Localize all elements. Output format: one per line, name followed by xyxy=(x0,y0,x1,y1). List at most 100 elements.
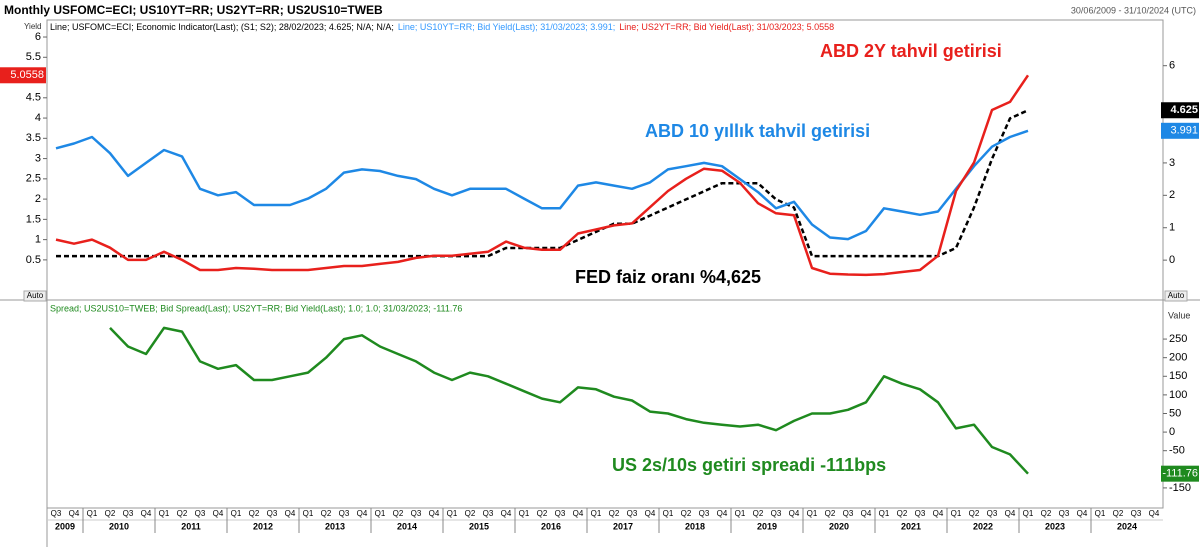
x-year-label: 2021 xyxy=(901,521,921,531)
x-year-label: 2023 xyxy=(1045,521,1065,531)
y2-tick-label: 6 xyxy=(1169,60,1175,72)
x-tick-label: Q3 xyxy=(915,509,926,518)
legend: Line; USFOMC=ECI; Economic Indicator(Las… xyxy=(50,22,834,32)
x-tick-label: Q1 xyxy=(1095,509,1106,518)
x-tick-label: Q4 xyxy=(861,509,872,518)
x-year-label: 2015 xyxy=(469,521,489,531)
line-series xyxy=(56,109,1029,258)
x-tick-label: Q4 xyxy=(213,509,224,518)
y2-axis-label: Value xyxy=(1168,310,1190,320)
last-value-box xyxy=(1161,102,1199,119)
annotation: ABD 2Y tahvil getirisi xyxy=(820,41,1002,61)
legend-entry: Line; USFOMC=ECI; Economic Indicator(Las… xyxy=(50,22,394,32)
x-tick-label: Q2 xyxy=(465,509,476,518)
x-tick-label: Q4 xyxy=(141,509,152,518)
y-tick-label: 2 xyxy=(35,193,41,205)
x-tick-label: Q4 xyxy=(717,509,728,518)
x-tick-label: Q3 xyxy=(339,509,350,518)
x-tick-label: Q3 xyxy=(699,509,710,518)
x-year-label: 2013 xyxy=(325,521,345,531)
auto-button[interactable] xyxy=(1164,290,1188,302)
line-series xyxy=(55,74,1030,277)
auto-button[interactable] xyxy=(23,290,47,302)
x-tick-label: Q2 xyxy=(537,509,548,518)
x-tick-label: Q3 xyxy=(771,509,782,518)
y2-tick-label: 2 xyxy=(1169,189,1175,201)
x-tick-label: Q4 xyxy=(357,509,368,518)
last-value-label: -111.76 xyxy=(1162,468,1198,480)
x-tick-label: Q1 xyxy=(375,509,386,518)
y-axis-label: Yield xyxy=(24,22,42,31)
x-year-label: 2019 xyxy=(757,521,777,531)
y2-tick-label: 150 xyxy=(1169,370,1187,382)
y2-tick-label: -50 xyxy=(1169,445,1185,457)
x-tick-label: Q4 xyxy=(573,509,584,518)
y-tick-label: 4.5 xyxy=(26,92,41,104)
chart-title: Monthly USFOMC=ECI; US10YT=RR; US2YT=RR;… xyxy=(4,3,383,17)
legend-entry: Spread; US2US10=TWEB; Bid Spread(Last); … xyxy=(50,303,462,313)
x-tick-label: Q2 xyxy=(393,509,404,518)
x-year-label: 2018 xyxy=(685,521,705,531)
x-tick-label: Q2 xyxy=(105,509,116,518)
y-tick-label: 1.5 xyxy=(26,213,41,225)
y-tick-label: 5.5 xyxy=(26,51,41,63)
x-tick-label: Q2 xyxy=(609,509,620,518)
x-tick-label: Q2 xyxy=(177,509,188,518)
line-series xyxy=(55,129,1029,241)
last-value-box xyxy=(1161,122,1199,139)
auto-label[interactable]: Auto xyxy=(1168,291,1185,300)
last-value-box xyxy=(0,67,46,84)
y2-tick-label: 0 xyxy=(1169,426,1175,438)
y-tick-label: 1 xyxy=(35,234,41,246)
x-tick-label: Q4 xyxy=(1149,509,1160,518)
x-tick-label: Q3 xyxy=(267,509,278,518)
x-tick-label: Q4 xyxy=(501,509,512,518)
x-tick-label: Q1 xyxy=(663,509,674,518)
x-year-label: 2022 xyxy=(973,521,993,531)
x-tick-label: Q4 xyxy=(1077,509,1088,518)
x-tick-label: Q2 xyxy=(753,509,764,518)
y2-tick-label: 3 xyxy=(1169,157,1175,169)
x-tick-label: Q3 xyxy=(843,509,854,518)
x-tick-label: Q4 xyxy=(933,509,944,518)
x-tick-label: Q4 xyxy=(789,509,800,518)
x-tick-label: Q2 xyxy=(681,509,692,518)
y2-tick-label: 200 xyxy=(1169,352,1187,364)
y2-tick-label: 250 xyxy=(1169,333,1187,345)
x-year-label: 2012 xyxy=(253,521,273,531)
annotation: ABD 10 yıllık tahvil getirisi xyxy=(645,121,870,141)
x-tick-label: Q1 xyxy=(951,509,962,518)
x-tick-label: Q4 xyxy=(1005,509,1016,518)
x-year-label: 2010 xyxy=(109,521,129,531)
x-tick-label: Q1 xyxy=(879,509,890,518)
x-tick-label: Q4 xyxy=(429,509,440,518)
x-tick-label: Q2 xyxy=(1113,509,1124,518)
x-tick-label: Q3 xyxy=(195,509,206,518)
x-tick-label: Q3 xyxy=(1131,509,1142,518)
x-tick-label: Q3 xyxy=(1059,509,1070,518)
x-tick-label: Q3 xyxy=(411,509,422,518)
line-series xyxy=(109,326,1029,475)
x-tick-label: Q2 xyxy=(249,509,260,518)
x-tick-label: Q2 xyxy=(825,509,836,518)
x-year-label: 2024 xyxy=(1117,521,1137,531)
x-tick-label: Q1 xyxy=(1023,509,1034,518)
x-tick-label: Q3 xyxy=(123,509,134,518)
x-tick-label: Q3 xyxy=(627,509,638,518)
y2-tick-label: 0 xyxy=(1169,254,1175,266)
annotation: US 2s/10s getiri spreadi -111bps xyxy=(612,455,886,475)
x-tick-label: Q2 xyxy=(321,509,332,518)
x-tick-label: Q4 xyxy=(645,509,656,518)
auto-label[interactable]: Auto xyxy=(27,291,44,300)
last-value-label: 4.625 xyxy=(1170,104,1198,116)
x-tick-label: Q2 xyxy=(1041,509,1052,518)
y2-tick-label: 100 xyxy=(1169,389,1187,401)
y-tick-label: 3 xyxy=(35,152,41,164)
x-tick-label: Q1 xyxy=(447,509,458,518)
x-tick-label: Q1 xyxy=(159,509,170,518)
y-tick-label: 2.5 xyxy=(26,173,41,185)
last-value-box xyxy=(1161,465,1199,482)
x-tick-label: Q2 xyxy=(969,509,980,518)
